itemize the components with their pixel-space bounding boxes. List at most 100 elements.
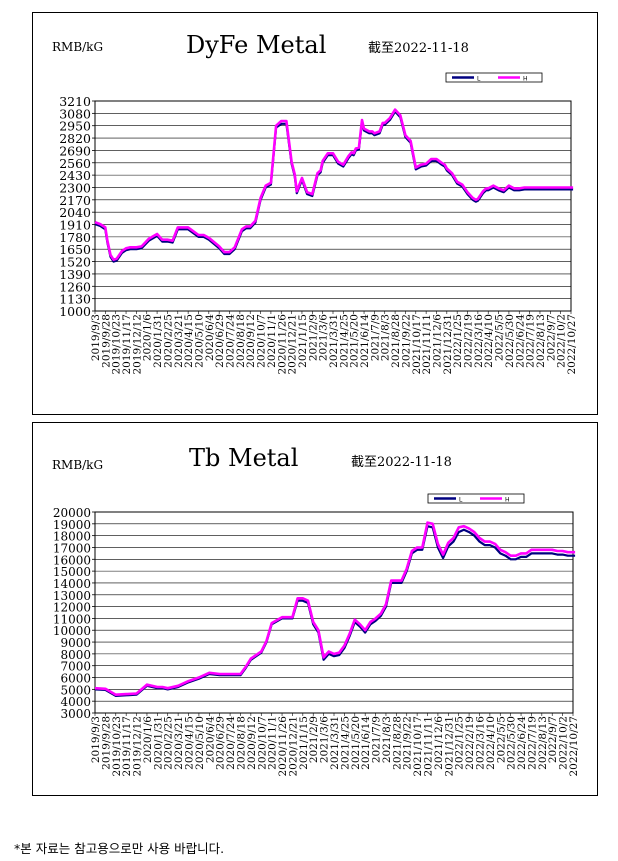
x-tick-label: 2020/4/15: [183, 314, 195, 368]
x-tick-label: 2021/12/31: [442, 314, 454, 375]
x-tick-label: 2019/11/17: [121, 716, 133, 777]
legend-box: [445, 72, 543, 83]
x-tick-label: 2022/9/7: [545, 314, 557, 361]
x-tick-label: 2021/6/14: [360, 716, 372, 770]
y-tick-label: 4000: [60, 695, 91, 709]
x-tick-label: 2020/1/6: [142, 314, 154, 361]
y-tick-label: 15000: [53, 565, 91, 579]
y-tick-label: 1130: [59, 292, 91, 307]
y-tick-label: 2430: [59, 168, 91, 183]
x-tick-label: 2020/11/26: [276, 314, 288, 375]
x-tick-label: 2020/1/6: [142, 716, 154, 763]
x-tick-label: 2020/3/21: [173, 716, 185, 770]
plot-area: [94, 100, 572, 312]
y-tick-label: 6000: [60, 672, 91, 686]
y-tick-label: 1650: [59, 242, 91, 257]
x-tick-label: 2021/12/6: [433, 716, 445, 770]
x-tick-label: 2021/2/9: [307, 314, 319, 361]
x-tick-label: 2021/9/22: [402, 716, 414, 770]
x-tick-label: 2020/9/12: [246, 716, 258, 770]
unit-label: RMB/kG: [52, 458, 103, 472]
x-tick-label: 2021/3/31: [328, 314, 340, 368]
x-tick-label: 2022/9/7: [547, 716, 559, 763]
x-tick-label: 2020/7/24: [225, 716, 237, 770]
x-tick-label: 2021/8/28: [390, 314, 402, 368]
y-tick-label: 1000: [59, 304, 91, 319]
y-tick-label: 1260: [59, 279, 91, 294]
x-tick-label: 2021/8/3: [380, 314, 392, 361]
x-tick-label: 2019/9/3: [90, 314, 102, 361]
y-tick-label: 1910: [59, 218, 91, 233]
x-tick-label: 2021/5/20: [350, 716, 362, 770]
x-tick-label: 2022/7/19: [525, 314, 537, 368]
x-tick-label: 2020/3/21: [173, 314, 185, 368]
y-tick-label: 19000: [53, 518, 91, 532]
y-tick-label: 3080: [59, 106, 91, 121]
unit-label: RMB/kG: [52, 40, 103, 54]
y-tick-label: 2690: [59, 143, 91, 158]
legend-label-h: H: [523, 76, 528, 83]
x-tick-label: 2020/2/25: [163, 716, 175, 770]
y-tick-label: 10000: [53, 624, 91, 638]
y-tick-label: 2170: [59, 193, 91, 208]
x-tick-label: 2022/5/30: [504, 314, 516, 368]
x-tick-label: 2020/10/7: [256, 314, 268, 368]
x-tick-label: 2019/10/23: [111, 314, 123, 375]
x-tick-label: 2020/9/12: [245, 314, 257, 368]
chart-subtitle: 截至2022-11-18: [351, 455, 452, 470]
tb-metal-chart-panel: RMB/kG Tb Metal 截至2022-11-18 L H 3000 4000 5000…: [32, 422, 598, 796]
x-tick-label: 2021/7/9: [371, 716, 383, 763]
x-tick-label: 2021/12/6: [431, 314, 443, 368]
x-tick-label: 2020/7/24: [225, 314, 237, 368]
legend-box: [427, 493, 525, 504]
x-tick-label: 2020/8/18: [235, 716, 247, 770]
y-tick-label: 1780: [59, 230, 91, 245]
x-tick-label: 2021/5/20: [349, 314, 361, 368]
x-tick-label: 2022/7/19: [526, 716, 538, 770]
y-tick-label: 1520: [59, 255, 91, 270]
x-tick-label: 2022/3/16: [473, 314, 485, 368]
y-tick-label: 7000: [60, 660, 91, 674]
footnote: *본 자료는 참고용으로만 사용 바랍니다.: [14, 841, 225, 856]
x-tick-label: 2022/10/27: [566, 314, 578, 375]
y-tick-label: 12000: [53, 601, 91, 615]
x-tick-label: 2021/1/15: [297, 314, 309, 368]
y-tick-label: 2560: [59, 156, 91, 171]
x-tick-label: 2020/5/10: [193, 314, 205, 368]
x-tick-label: 2019/10/23: [111, 716, 123, 777]
y-tick-label: 2820: [59, 131, 91, 146]
x-tick-label: 2021/4/25: [339, 716, 351, 770]
x-tick-label: 2020/11/1: [267, 716, 279, 770]
x-tick-label: 2020/1/31: [152, 314, 164, 368]
x-tick-label: 2021/8/28: [391, 716, 403, 770]
y-tick-label: 2950: [59, 119, 91, 134]
x-tick-label: 2019/12/12: [131, 314, 143, 375]
y-tick-label: 18000: [53, 530, 91, 544]
x-tick-label: 2022/4/10: [485, 716, 497, 770]
chart-title: DyFe Metal: [186, 31, 326, 59]
x-tick-label: 2022/10/2: [556, 314, 568, 368]
x-tick-label: 2022/6/24: [514, 314, 526, 368]
y-tick-label: 17000: [53, 541, 91, 555]
x-tick-label: 2022/2/19: [463, 314, 475, 368]
y-tick-label: 3210: [59, 94, 91, 109]
x-tick-label: 2022/2/19: [464, 716, 476, 770]
y-tick-label: 3000: [60, 707, 91, 721]
tb-metal-chart: RMB/kG Tb Metal 截至2022-11-18L H300040005000…: [52, 444, 580, 777]
x-tick-label: 2020/12/21: [287, 716, 299, 777]
x-tick-label: 2022/8/13: [537, 716, 549, 770]
legend-label-h: H: [505, 497, 510, 504]
x-tick-label: 2021/11/11: [423, 716, 435, 777]
series-line-h: [94, 108, 574, 261]
x-tick-label: 2020/6/29: [215, 716, 227, 770]
x-tick-label: 2020/5/10: [194, 716, 206, 770]
x-tick-label: 2022/6/24: [516, 716, 528, 770]
legend-label-l: L: [459, 497, 463, 504]
y-tick-label: 5000: [60, 683, 91, 697]
x-tick-label: 2019/9/28: [100, 716, 112, 770]
x-tick-label: 2021/8/3: [381, 716, 393, 763]
x-tick-label: 2020/12/21: [287, 314, 299, 375]
x-tick-label: 2021/3/6: [318, 314, 330, 361]
x-tick-label: 2019/12/12: [132, 716, 144, 777]
